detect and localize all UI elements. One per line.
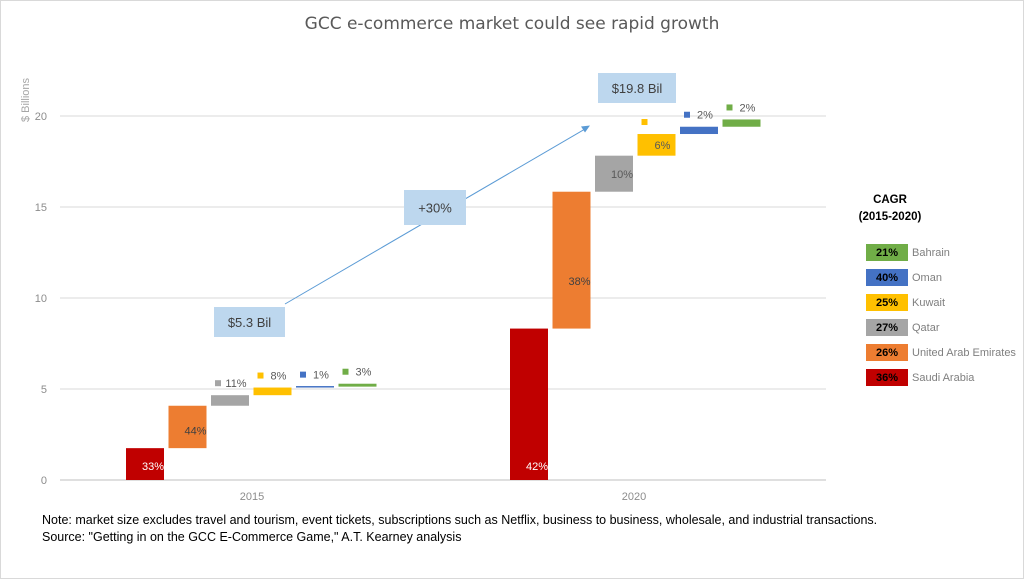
annotation-label: $19.8 Bil [612,81,663,96]
data-label-marker [215,380,221,387]
legend-item: 26% United Arab Emirates [838,340,1024,365]
legend: CAGR (2015-2020) 21% Bahrain 40% Oman 25… [838,192,1024,390]
legend-label: Bahrain [912,246,950,259]
data-label-marker [257,372,264,379]
legend-swatch: 21% [866,244,908,261]
x-tick-label: 2020 [622,491,646,503]
annotation-box [598,73,676,103]
legend-label: Qatar [912,321,940,334]
data-label-marker [726,104,733,111]
x-tick-label: 2015 [240,491,264,503]
bar-kuwait [253,387,292,396]
data-label-marker [300,371,306,378]
bar-united-arab-emirates [552,191,591,329]
bar-oman [680,126,718,135]
legend-swatch: 40% [866,269,908,286]
data-label: 6% [655,140,671,152]
chart-title: GCC e-commerce market could see rapid gr… [304,14,720,34]
legend-item: 36% Saudi Arabia [838,365,1024,390]
legend-title: CAGR (2015-2020) [838,192,942,226]
y-tick-label: 5 [41,384,47,396]
legend-item: 27% Qatar [838,315,1024,340]
footnote-source: Source: "Getting in on the GCC E-Commerc… [42,530,462,544]
bar-bahrain [722,119,761,127]
data-label: 10% [611,169,633,181]
legend-swatch: 27% [866,319,908,336]
data-label: 38% [568,276,590,288]
annotation-label: +30% [418,201,452,216]
legend-item: 25% Kuwait [838,290,1024,315]
data-label: 11% [225,378,246,390]
legend-swatch: 36% [866,369,908,386]
data-label: 8% [271,371,287,383]
legend-swatch: 26% [866,344,908,361]
legend-swatch: 25% [866,294,908,311]
bar-qatar [595,155,633,192]
annotation-box [404,190,466,225]
bar-oman [296,386,334,388]
annotation-label: $5.3 Bil [228,315,271,330]
bar-qatar [211,395,249,406]
bar-saudi-arabia [126,448,164,480]
bar-saudi-arabia [510,328,548,480]
data-label-marker [342,368,349,375]
growth-arrow-head [581,125,590,133]
bar-kuwait [637,134,676,156]
footnote-note: Note: market size excludes travel and to… [42,513,878,527]
legend-title-line2: (2015-2020) [858,211,922,223]
legend-item: 40% Oman [838,265,1024,290]
legend-item: 21% Bahrain [838,240,1024,265]
legend-label: Kuwait [912,296,946,309]
bar-united-arab-emirates [168,405,207,449]
data-label: 2% [740,102,756,114]
footnote: Note: market size excludes travel and to… [42,512,942,546]
legend-label: United Arab Emirates [912,346,1016,359]
legend-label: Oman [912,271,942,284]
y-tick-label: 15 [35,202,47,214]
data-label: 2% [697,110,713,122]
data-label-marker [641,119,648,126]
bar-bahrain [338,383,377,387]
data-label: 42% [526,461,548,473]
data-label: 33% [142,461,164,473]
y-tick-label: 20 [35,111,47,123]
data-label: 1% [313,370,329,382]
data-label: 44% [184,426,206,438]
legend-title-line1: CAGR [873,194,907,206]
data-label-marker [684,111,690,118]
y-tick-label: 10 [35,293,47,305]
legend-label: Saudi Arabia [912,371,975,384]
y-tick-label: 0 [41,475,47,487]
annotation-box [214,307,285,337]
data-label: 3% [356,367,372,379]
